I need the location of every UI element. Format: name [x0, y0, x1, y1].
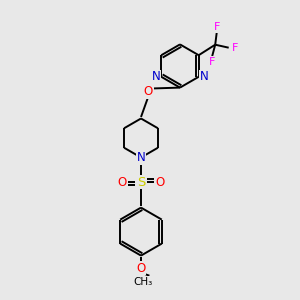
Text: O: O [136, 262, 146, 275]
Text: N: N [200, 70, 208, 83]
Text: F: F [209, 56, 215, 67]
Text: F: F [214, 22, 220, 32]
Text: CH₃: CH₃ [133, 277, 152, 287]
Text: S: S [137, 176, 145, 189]
Text: O: O [155, 176, 164, 189]
Text: O: O [144, 85, 153, 98]
Text: N: N [136, 151, 146, 164]
Text: N: N [152, 70, 161, 83]
Text: F: F [232, 43, 239, 53]
Text: O: O [118, 176, 127, 189]
